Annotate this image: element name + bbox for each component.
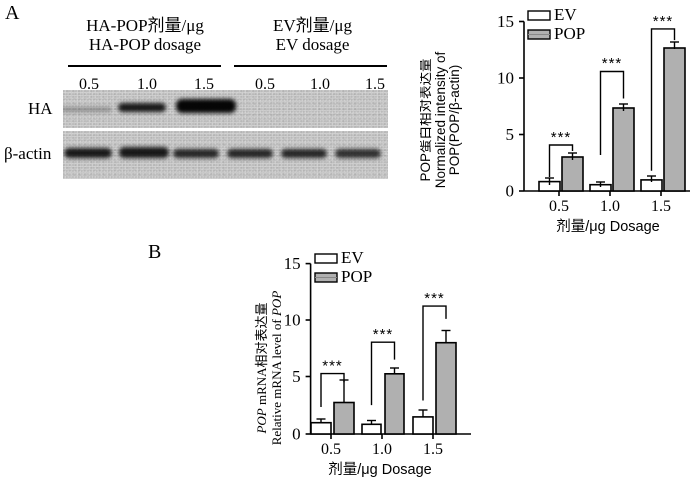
svg-text:1.5: 1.5	[651, 198, 671, 215]
svg-text:剂量/μg Dosage: 剂量/μg Dosage	[556, 218, 659, 235]
svg-text:***: ***	[373, 326, 394, 343]
svg-text:***: ***	[653, 13, 674, 30]
svg-text:***: ***	[424, 290, 445, 307]
svg-text:POP: POP	[341, 267, 372, 286]
svg-text:1.0: 1.0	[372, 441, 392, 458]
svg-text:***: ***	[551, 129, 572, 146]
svg-text:15: 15	[497, 12, 514, 31]
svg-text:5: 5	[292, 367, 301, 386]
svg-text:10: 10	[497, 69, 514, 88]
svg-text:1.5: 1.5	[423, 441, 443, 458]
svg-text:剂量/μg Dosage: 剂量/μg Dosage	[328, 461, 431, 478]
svg-text:10: 10	[284, 311, 301, 330]
svg-text:EV: EV	[554, 5, 577, 24]
svg-text:0: 0	[506, 182, 515, 201]
svg-text:EV: EV	[341, 248, 364, 267]
svg-text:***: ***	[322, 358, 343, 375]
svg-text:0.5: 0.5	[321, 441, 341, 458]
svg-text:POP mRNA相对表达量: POP mRNA相对表达量	[254, 302, 269, 434]
svg-text:0.5: 0.5	[549, 198, 569, 215]
svg-text:5: 5	[506, 125, 515, 144]
svg-text:Relative mRNA level of POP: Relative mRNA level of POP	[269, 291, 284, 446]
svg-text:***: ***	[602, 55, 623, 72]
svg-text:POP(POP/β-actin): POP(POP/β-actin)	[447, 65, 462, 176]
svg-text:POP: POP	[554, 24, 585, 43]
svg-text:Normalized intensity of: Normalized intensity of	[433, 51, 448, 188]
svg-text:15: 15	[284, 254, 301, 273]
svg-text:0: 0	[292, 425, 301, 444]
svg-text:POP蛋白相对表达量: POP蛋白相对表达量	[420, 58, 433, 181]
svg-text:1.0: 1.0	[600, 198, 620, 215]
